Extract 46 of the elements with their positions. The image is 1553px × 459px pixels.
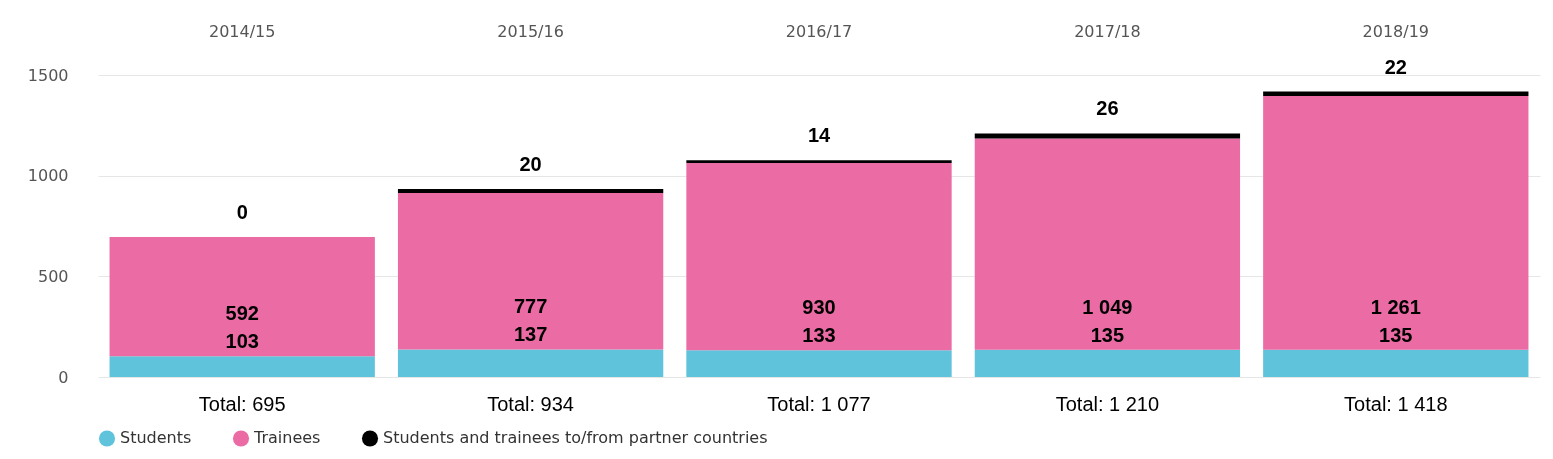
x-tick-label: 2018/19 xyxy=(1362,21,1430,41)
data-label: 1 261 xyxy=(1370,295,1421,318)
bar xyxy=(686,160,952,163)
bar xyxy=(974,138,1241,350)
bar xyxy=(397,188,664,193)
data-label: 135 xyxy=(1090,323,1125,346)
y-tick-label: 1000 xyxy=(27,166,69,186)
bar xyxy=(686,350,952,377)
total-label: Total: 1 210 xyxy=(1055,393,1160,415)
bar xyxy=(974,349,1241,377)
total-label: Total: 695 xyxy=(198,393,286,415)
data-label: 26 xyxy=(1096,97,1119,120)
data-label: 137 xyxy=(513,323,548,346)
legend-label: Students xyxy=(120,428,192,448)
bar xyxy=(686,162,952,351)
total-label: Total: 1 418 xyxy=(1344,393,1448,415)
data-label: 1 049 xyxy=(1082,295,1133,318)
data-label: 0 xyxy=(236,201,248,224)
x-tick-label: 2017/18 xyxy=(1074,21,1141,41)
data-label: 22 xyxy=(1384,55,1407,78)
bar xyxy=(397,349,664,377)
bar xyxy=(109,356,375,377)
bar xyxy=(397,192,664,350)
data-label: 103 xyxy=(225,330,259,353)
legend-label: Students and trainees to/from partner countries xyxy=(383,428,768,448)
x-tick-label: 2015/16 xyxy=(497,21,564,41)
bar xyxy=(1263,91,1529,96)
data-label: 135 xyxy=(1379,323,1413,346)
data-label: 20 xyxy=(519,152,542,175)
y-tick-label: 500 xyxy=(37,266,69,286)
data-label: 14 xyxy=(807,124,831,147)
data-label: 592 xyxy=(225,302,259,325)
x-tick-label: 2016/17 xyxy=(785,21,853,41)
total-label: Total: 1 077 xyxy=(767,393,871,415)
x-tick-label: 2014/15 xyxy=(208,21,276,41)
bar xyxy=(1263,95,1529,350)
data-label: 930 xyxy=(802,296,836,319)
bar xyxy=(109,237,375,357)
y-tick-label: 0 xyxy=(58,367,69,387)
bar xyxy=(1263,349,1529,377)
bar xyxy=(974,133,1241,139)
legend-label: Trainees xyxy=(253,428,321,448)
data-label: 777 xyxy=(513,295,548,318)
total-label: Total: 934 xyxy=(487,393,574,415)
data-label: 133 xyxy=(802,324,836,347)
y-tick-label: 1500 xyxy=(27,65,69,85)
